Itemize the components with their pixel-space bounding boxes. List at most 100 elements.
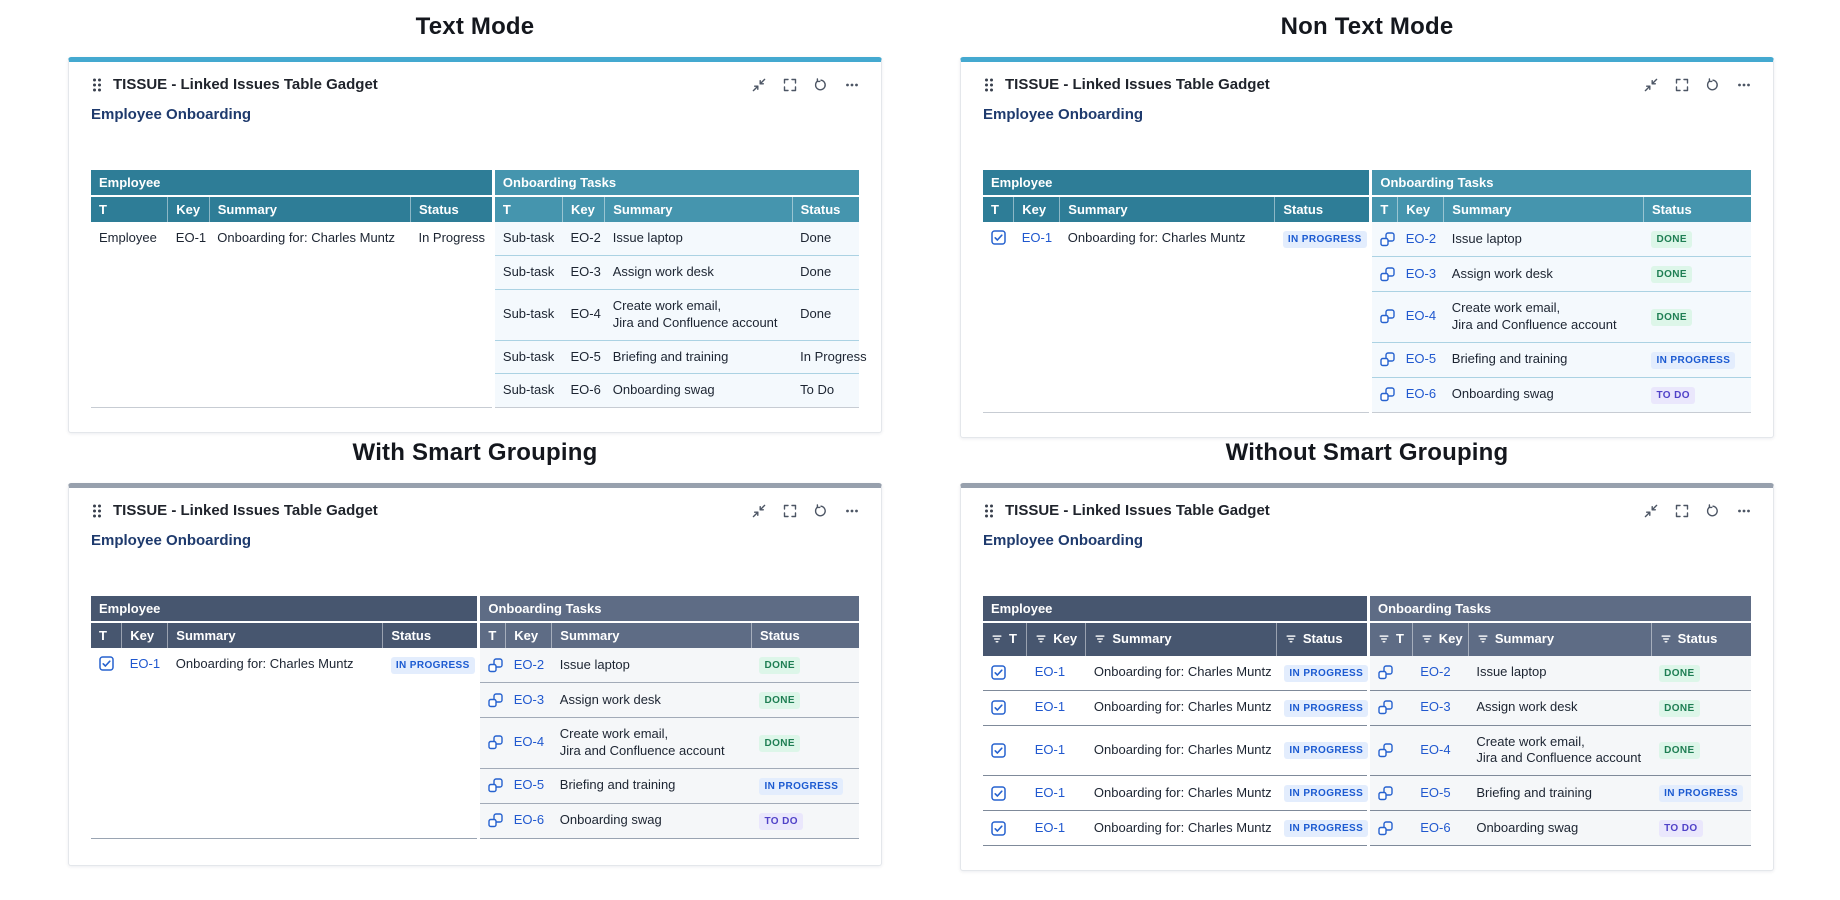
subtask-icon bbox=[488, 692, 504, 708]
column-header-key: Key bbox=[167, 196, 210, 222]
issue-key-link[interactable]: EO-1 bbox=[1034, 741, 1066, 757]
task-status-cell: DONE bbox=[1643, 256, 1751, 292]
filter-link[interactable]: Employee Onboarding bbox=[91, 532, 252, 549]
column-header-key[interactable]: Key bbox=[1026, 622, 1087, 656]
collapse-icon[interactable] bbox=[752, 504, 766, 518]
table-row: EO-1 Onboarding for: Charles Muntz IN PR… bbox=[983, 810, 1751, 847]
column-header-type: T bbox=[1369, 196, 1399, 222]
column-header-type[interactable]: T bbox=[1367, 622, 1413, 656]
column-header-row: T Key Summary Status T Key Summary Statu… bbox=[91, 196, 859, 222]
collapse-icon[interactable] bbox=[1644, 78, 1658, 92]
issue-key-link[interactable]: EO-1 bbox=[1034, 699, 1066, 715]
issue-key-link[interactable]: EO-2 bbox=[1420, 664, 1451, 680]
issue-key-link[interactable]: EO-3 bbox=[513, 691, 545, 707]
drag-handle-icon[interactable] bbox=[91, 503, 103, 519]
column-header-key[interactable]: Key bbox=[1412, 622, 1469, 656]
subtask-icon bbox=[1380, 231, 1396, 247]
table-row: EO-1 Onboarding for: Charles Muntz IN PR… bbox=[983, 775, 1751, 812]
task-summary-cell: Assign work desk bbox=[1468, 690, 1652, 726]
issue-key-link[interactable]: EO-6 bbox=[1405, 386, 1437, 402]
column-header-status[interactable]: Status bbox=[1276, 622, 1370, 656]
refresh-icon[interactable] bbox=[1706, 503, 1720, 518]
employee-summary-cell: Onboarding for: Charles Muntz bbox=[1085, 725, 1277, 777]
table-row: EO-3 Assign work desk DONE bbox=[983, 256, 1751, 292]
column-header-type[interactable]: T bbox=[983, 622, 1028, 656]
more-icon[interactable] bbox=[845, 504, 859, 518]
collapse-icon[interactable] bbox=[1644, 504, 1658, 518]
column-header-summary[interactable]: Summary bbox=[1085, 622, 1277, 656]
drag-handle-icon[interactable] bbox=[983, 77, 995, 93]
issue-key-link[interactable]: EO-2 bbox=[1405, 230, 1437, 246]
collapse-icon[interactable] bbox=[752, 78, 766, 92]
issue-key-link[interactable]: EO-1 bbox=[1034, 664, 1066, 680]
expand-icon[interactable] bbox=[783, 504, 797, 518]
status-badge: IN PROGRESS bbox=[1284, 664, 1369, 682]
issue-key-link[interactable]: EO-2 bbox=[513, 656, 545, 672]
task-key-cell: EO-4 bbox=[1397, 291, 1444, 343]
issue-key-link[interactable]: EO-6 bbox=[1420, 819, 1451, 835]
column-header-summary[interactable]: Summary bbox=[1468, 622, 1652, 656]
issue-key-link[interactable]: EO-1 bbox=[1034, 784, 1066, 800]
expand-icon[interactable] bbox=[1675, 504, 1689, 518]
issue-key-link[interactable]: EO-4 bbox=[1405, 308, 1437, 324]
issue-key-link[interactable]: EO-5 bbox=[1420, 784, 1451, 800]
issue-key-link[interactable]: EO-5 bbox=[1405, 351, 1437, 367]
column-header-key: Key bbox=[1013, 196, 1061, 222]
subtask-icon bbox=[488, 735, 504, 750]
task-status-cell: IN PROGRESS bbox=[1643, 342, 1751, 378]
task-summary-cell: Issue laptop bbox=[604, 222, 793, 256]
task-key-cell: EO-3 bbox=[1397, 256, 1444, 292]
refresh-icon[interactable] bbox=[1706, 77, 1720, 92]
issue-key-link[interactable]: EO-4 bbox=[513, 734, 545, 750]
gadget-toolbar bbox=[1644, 503, 1751, 518]
task-summary-cell: Onboarding swag bbox=[551, 803, 752, 839]
task-type-cell bbox=[1367, 655, 1413, 691]
more-icon[interactable] bbox=[845, 78, 859, 92]
task-summary-cell: Issue laptop bbox=[551, 648, 752, 683]
drag-handle-icon[interactable] bbox=[983, 503, 995, 519]
issue-key-link[interactable]: EO-5 bbox=[513, 777, 545, 793]
task-type-cell bbox=[477, 717, 506, 769]
task-summary-cell: Onboarding swag bbox=[1468, 810, 1652, 847]
status-badge: TO DO bbox=[759, 812, 803, 830]
status-badge: DONE bbox=[1651, 308, 1692, 326]
refresh-icon[interactable] bbox=[814, 503, 828, 518]
column-header-status[interactable]: Status bbox=[1651, 622, 1751, 656]
status-badge: IN PROGRESS bbox=[1284, 820, 1369, 838]
issue-key-link[interactable]: EO-6 bbox=[513, 812, 545, 828]
task-summary-cell: Issue laptop bbox=[1468, 655, 1652, 691]
drag-handle-icon[interactable] bbox=[91, 77, 103, 93]
employee-key-cell: EO-1 bbox=[1026, 810, 1086, 847]
refresh-icon[interactable] bbox=[814, 77, 828, 92]
panel-non-text-mode: Non Text Mode TISSUE - Linked Issues Tab… bbox=[960, 10, 1774, 438]
employee-summary-cell: Onboarding for: Charles Muntz bbox=[167, 648, 383, 839]
issue-key-link[interactable]: EO-1 bbox=[1021, 230, 1053, 245]
gadget-header: TISSUE - Linked Issues Table Gadget bbox=[91, 76, 859, 93]
issue-key-link[interactable]: EO-3 bbox=[1420, 699, 1451, 715]
filter-link[interactable]: Employee Onboarding bbox=[91, 106, 252, 123]
employee-status-cell: IN PROGRESS bbox=[382, 648, 479, 839]
filter-link[interactable]: Employee Onboarding bbox=[983, 532, 1144, 549]
more-icon[interactable] bbox=[1737, 504, 1751, 518]
issue-key-link[interactable]: EO-1 bbox=[129, 656, 161, 671]
expand-icon[interactable] bbox=[1675, 78, 1689, 92]
gadget-title: TISSUE - Linked Issues Table Gadget bbox=[1005, 76, 1270, 93]
employee-type-cell bbox=[983, 725, 1027, 777]
issue-key-link[interactable]: EO-1 bbox=[1034, 819, 1066, 835]
task-status-cell: DONE bbox=[1651, 725, 1751, 777]
more-icon[interactable] bbox=[1737, 78, 1751, 92]
employee-status-cell: IN PROGRESS bbox=[1276, 775, 1369, 812]
task-status-cell: TO DO bbox=[1643, 377, 1751, 413]
expand-icon[interactable] bbox=[783, 78, 797, 92]
employee-summary-cell: Onboarding for: Charles Muntz bbox=[1085, 655, 1277, 691]
filter-link[interactable]: Employee Onboarding bbox=[983, 106, 1144, 123]
gadget-card: TISSUE - Linked Issues Table Gadget Empl… bbox=[960, 483, 1774, 872]
task-type-cell bbox=[1369, 222, 1398, 257]
column-header-status: Status bbox=[382, 622, 480, 648]
task-summary-cell: Issue laptop bbox=[1443, 222, 1644, 257]
column-header-row: T Key Summary Status T Key Summary Statu… bbox=[91, 622, 859, 648]
table-row: EO-1 Onboarding for: Charles Muntz IN PR… bbox=[983, 222, 1751, 413]
issue-key-link[interactable]: EO-4 bbox=[1420, 741, 1451, 757]
subtask-icon bbox=[1378, 821, 1404, 836]
issue-key-link[interactable]: EO-3 bbox=[1405, 265, 1437, 281]
